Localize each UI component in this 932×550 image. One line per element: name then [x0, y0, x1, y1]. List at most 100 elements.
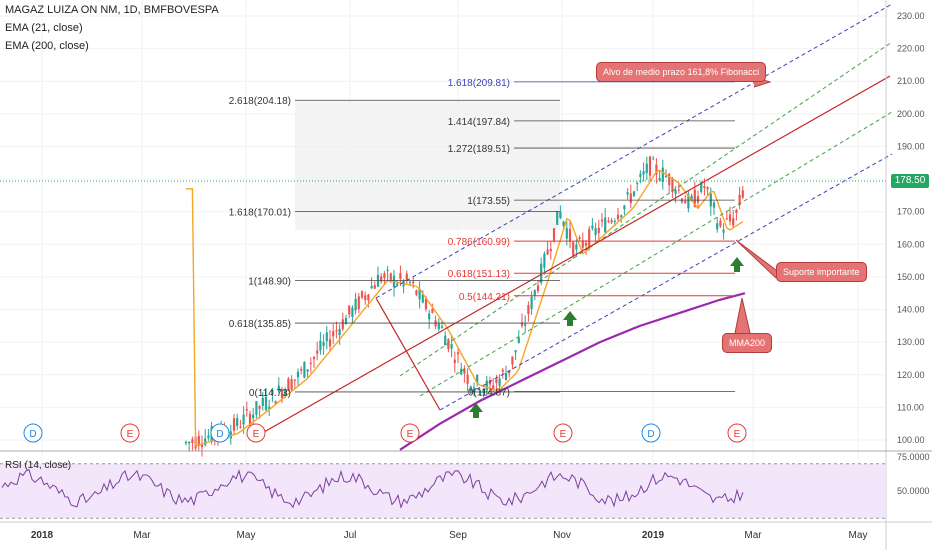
candle-body: [380, 276, 383, 282]
candle-body: [300, 369, 303, 371]
candle-body: [716, 223, 719, 230]
time-tick-label: 2019: [642, 530, 665, 541]
candle-body: [655, 164, 658, 175]
time-axis: 2018 Mar May Jul Sep Nov 2019 Mar May: [0, 521, 932, 541]
rsi-tick-label: 50.0000: [897, 486, 930, 496]
fib-layer: 2.618(204.18) 1.618(170.01) 1(148.90) 0.618…: [229, 76, 777, 399]
time-tick-label: Mar: [133, 530, 151, 541]
candle-body: [338, 328, 341, 336]
candle-body: [712, 202, 716, 208]
candle-body: [322, 341, 325, 346]
rsi-pane: 75.0000 50.0000: [0, 450, 932, 519]
fib-left-label: 0.618(135.85): [229, 319, 291, 330]
time-tick-label: Sep: [449, 530, 467, 541]
candle-body: [460, 368, 463, 375]
candle-body: [552, 228, 556, 241]
event-marker-icon: [727, 423, 747, 443]
candle-body: [248, 413, 252, 425]
candle-body: [344, 317, 348, 325]
candle-body: [565, 228, 568, 239]
candle-body: [562, 221, 565, 226]
candle-body: [501, 369, 504, 372]
price-tick-label: 230.00: [897, 11, 925, 21]
price-tick-label: 110.00: [897, 402, 924, 412]
candle-body: [594, 228, 597, 236]
candle-body: [642, 171, 645, 175]
candle-body: [293, 379, 296, 381]
candle-body: [415, 290, 418, 295]
fib-right-label: 1(173.55): [467, 196, 510, 207]
fib-left-label: 1(148.90): [248, 277, 291, 288]
fib-red-label: 0.618(151.13): [448, 269, 510, 280]
fib-left-label: 1.618(170.01): [229, 208, 291, 219]
candle-body: [412, 281, 415, 284]
time-tick-label: Jul: [344, 530, 357, 541]
candle-body: [725, 218, 728, 220]
candle-body: [741, 190, 744, 198]
price-tick-label: 130.00: [897, 337, 925, 347]
candle-body: [184, 441, 188, 444]
candle-body: [511, 356, 514, 365]
up-arrow-icon: [469, 403, 483, 418]
candle-body: [719, 220, 722, 227]
candle-body: [450, 343, 453, 349]
ema21-legend: EMA (21, close): [5, 22, 83, 34]
fib-left-label: 2.618(204.18): [229, 96, 291, 107]
candle-body: [271, 390, 274, 395]
candle-body: [604, 217, 607, 233]
up-arrow-icon: [730, 257, 744, 272]
candle-body: [370, 286, 373, 289]
candle-body: [396, 283, 399, 286]
candle-body: [588, 229, 591, 248]
ema200-legend: EMA (200, close): [5, 40, 89, 52]
candle-body: [204, 438, 207, 445]
candle-body: [255, 401, 258, 415]
candle-body: [296, 371, 300, 378]
ema21-line: [186, 169, 744, 447]
candle-body: [728, 214, 732, 222]
candle-body: [732, 218, 735, 226]
candle-body: [354, 298, 357, 311]
channel-cross: [375, 297, 441, 411]
candle-body: [684, 200, 687, 204]
symbol-title: MAGAZ LUIZA ON NM, 1D, BMFBOVESPA: [5, 4, 219, 16]
candle-body: [268, 406, 271, 410]
event-marker-label: E: [734, 429, 741, 440]
candle-body: [207, 435, 210, 439]
candle-body: [252, 414, 255, 419]
candle-body: [687, 194, 690, 209]
fib-red-label: 0.5(144.21): [459, 292, 510, 303]
candle-body: [245, 409, 248, 411]
candle-body: [613, 220, 616, 222]
candle-body: [360, 291, 364, 298]
candle-body: [277, 385, 280, 392]
rsi-tick-label: 75.0000: [897, 452, 930, 462]
candle-body: [514, 350, 517, 353]
candle-body: [447, 339, 450, 350]
candle-body: [581, 240, 584, 248]
candle-body: [421, 294, 424, 303]
candle-body: [578, 237, 581, 239]
mma-pointer: [734, 297, 751, 334]
candle-body: [674, 190, 677, 194]
channel-mid-upper: [399, 41, 893, 377]
price-axis: 230.00220.00210.00200.00190.00180.00170.…: [885, 0, 925, 550]
candle-body: [620, 215, 623, 218]
price-tick-label: 190.00: [897, 141, 925, 151]
ema200-line: [399, 292, 746, 451]
candle-body: [543, 253, 546, 268]
price-tick-label: 220.00: [897, 44, 925, 54]
candle-body: [533, 290, 536, 296]
price-tick-label: 200.00: [897, 109, 925, 119]
channel-mid-lower: [419, 111, 893, 397]
candle-body: [428, 313, 431, 320]
candle-body: [319, 340, 322, 351]
price-tick-label: 100.00: [897, 435, 925, 445]
candle-body: [309, 362, 312, 364]
candle-body: [495, 379, 498, 383]
candle-body: [188, 441, 191, 444]
trend-line: [249, 75, 891, 441]
candle-body: [466, 374, 469, 384]
event-marker-label: E: [253, 429, 260, 440]
